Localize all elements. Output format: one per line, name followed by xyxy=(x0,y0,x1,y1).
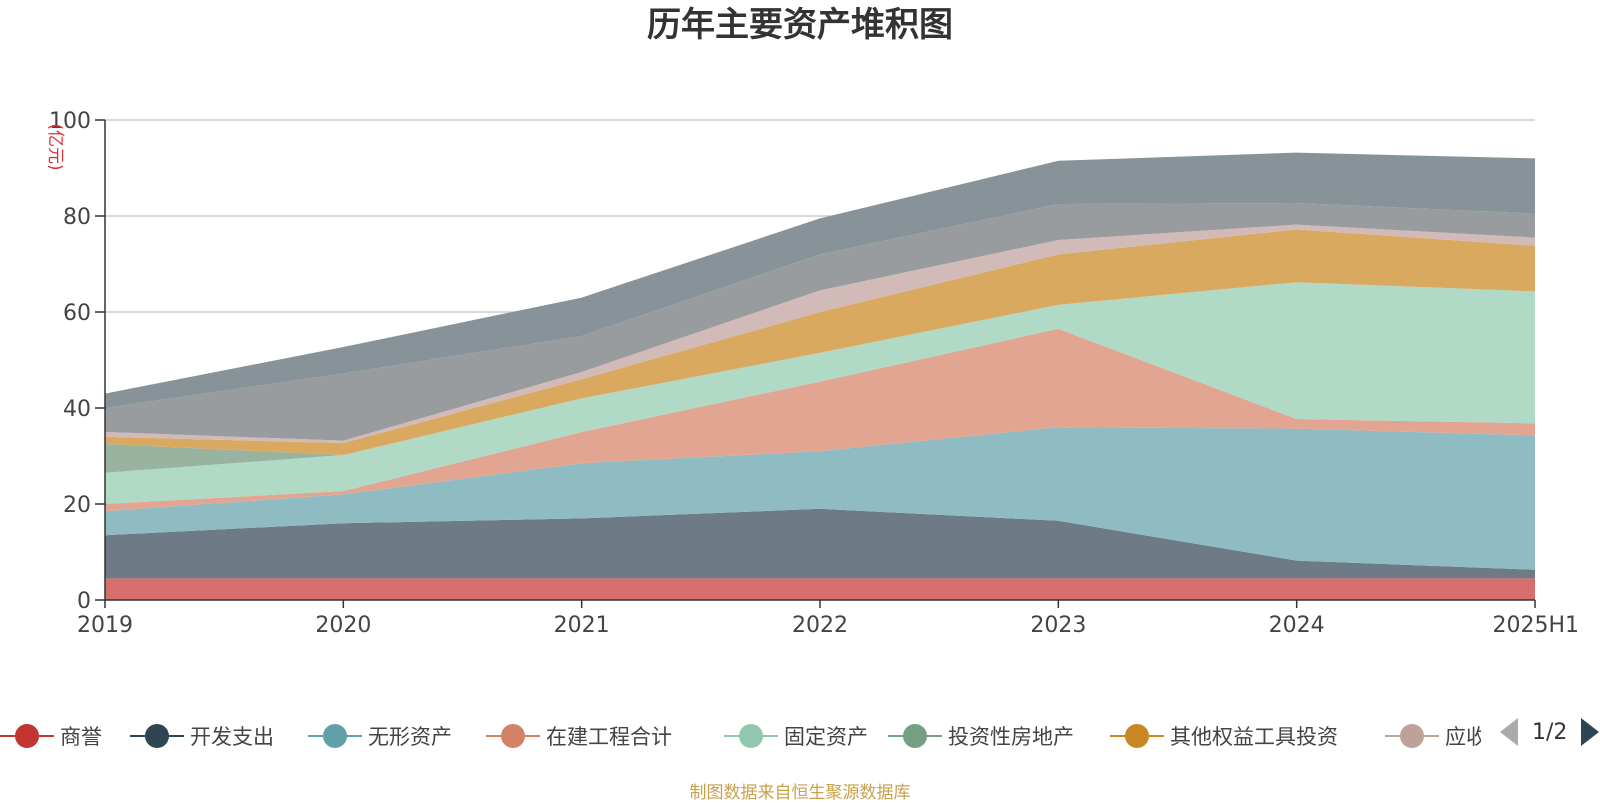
axes: 0 20 40 60 80 100 2019 2020 2021 2022 2023 2024 2025… xyxy=(45,109,1579,638)
y-tick-label: 20 xyxy=(63,493,91,518)
legend-marker-icon xyxy=(724,721,778,751)
legend-label: 固定资产 xyxy=(784,725,868,749)
legend-marker-icon xyxy=(0,721,54,751)
legend-item[interactable]: 投资性房地产 xyxy=(888,706,1074,766)
legend-marker-icon xyxy=(1385,721,1439,751)
legend-label: 在建工程合计 xyxy=(546,725,672,749)
legend-page-indicator: 1/2 xyxy=(1532,719,1568,745)
x-tick-label: 2023 xyxy=(1030,613,1086,638)
x-tick-label: 2024 xyxy=(1269,613,1325,638)
area-series-9 xyxy=(105,152,1535,408)
legend-label: 应收 xyxy=(1445,725,1481,749)
area-series-2 xyxy=(105,427,1535,570)
legend-marker-icon xyxy=(1110,721,1164,751)
chart-title: 历年主要资产堆积图 xyxy=(647,5,953,45)
x-tick-label: 2021 xyxy=(554,613,610,638)
y-tick-label: 80 xyxy=(63,205,91,230)
legend-prev-page-icon[interactable] xyxy=(1500,718,1518,746)
area-series-6 xyxy=(105,229,1535,456)
legend: 商誉 开发支出 无形资产 在建工程合计 固定资产 投资性房地产 其他权益工具投资 应收 xyxy=(0,706,1600,766)
data-source-note: 制图数据来自恒生聚源数据库 xyxy=(689,783,911,803)
legend-label: 无形资产 xyxy=(368,725,452,749)
y-tick-label: 60 xyxy=(63,301,91,326)
legend-label: 投资性房地产 xyxy=(948,725,1074,749)
x-tick-label: 2020 xyxy=(315,613,371,638)
legend-marker-icon xyxy=(308,721,362,751)
legend-item[interactable]: 无形资产 xyxy=(308,706,452,766)
legend-marker-icon xyxy=(888,721,942,751)
area-series-0 xyxy=(105,578,1535,600)
y-tick-label: 0 xyxy=(77,589,91,614)
legend-next-page-icon[interactable] xyxy=(1581,718,1600,746)
area-series-1 xyxy=(105,508,1535,579)
legend-item[interactable]: 应收 xyxy=(1385,706,1481,766)
legend-marker-icon xyxy=(130,721,184,751)
legend-marker-icon xyxy=(486,721,540,751)
area-series-4 xyxy=(105,282,1535,504)
y-tick-label: 40 xyxy=(63,397,91,422)
x-tick-label: 2019 xyxy=(77,613,133,638)
legend-label: 商誉 xyxy=(60,725,102,749)
x-tick-label: 2025H1 xyxy=(1492,613,1579,638)
legend-item[interactable]: 开发支出 xyxy=(130,706,274,766)
legend-item[interactable]: 其他权益工具投资 xyxy=(1110,706,1338,766)
legend-item[interactable]: 固定资产 xyxy=(724,706,868,766)
area-series-8 xyxy=(105,203,1535,441)
area-series-group xyxy=(105,152,1535,600)
y-tick-label: 100 xyxy=(49,109,91,134)
legend-label: 开发支出 xyxy=(190,725,274,749)
area-series-5 xyxy=(105,282,1535,473)
legend-label: 其他权益工具投资 xyxy=(1170,725,1338,749)
area-series-3 xyxy=(105,328,1535,512)
legend-item[interactable]: 商誉 xyxy=(0,706,102,766)
y-axis-label: (亿元) xyxy=(45,123,65,170)
x-tick-label: 2022 xyxy=(792,613,848,638)
legend-pager: 1/2 xyxy=(1500,718,1600,746)
legend-item[interactable]: 在建工程合计 xyxy=(486,706,672,766)
